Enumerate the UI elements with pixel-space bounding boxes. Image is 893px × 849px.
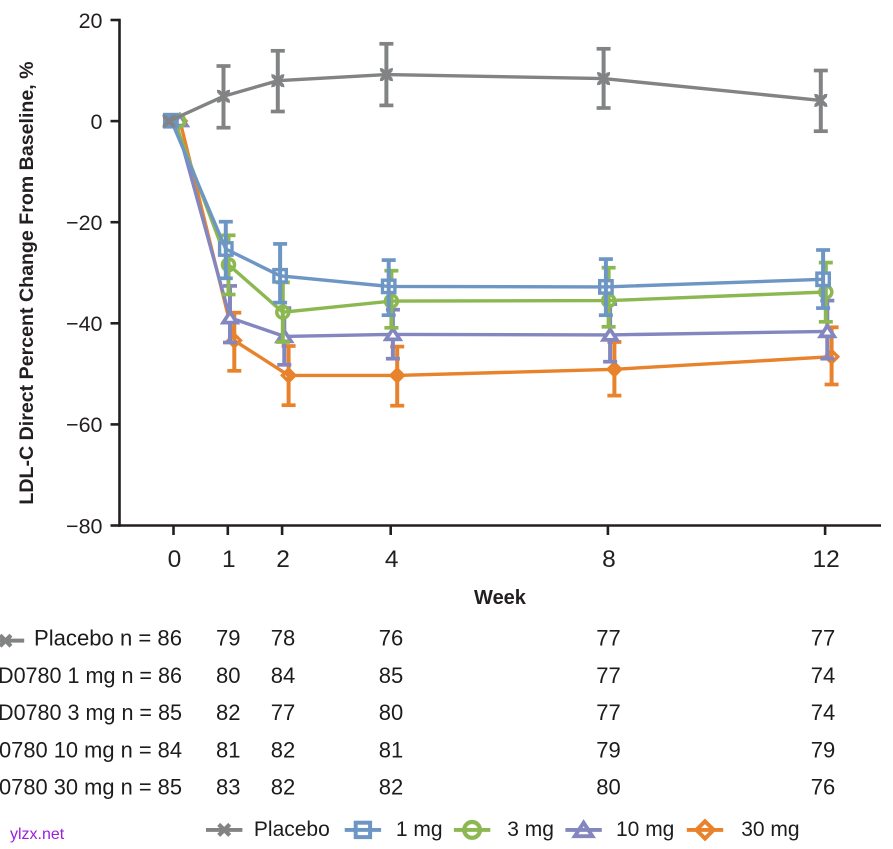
svg-text:74: 74 <box>811 700 835 725</box>
svg-text:10 mg: 10 mg <box>616 818 674 841</box>
svg-text:D0780 1 mg n = 86: D0780 1 mg n = 86 <box>0 663 182 688</box>
svg-text:−20: −20 <box>66 211 103 235</box>
svg-text:Week: Week <box>474 587 527 609</box>
svg-text:3 mg: 3 mg <box>507 818 554 841</box>
svg-text:77: 77 <box>596 700 620 725</box>
svg-text:82: 82 <box>216 700 240 725</box>
svg-text:79: 79 <box>811 737 835 762</box>
svg-text:4: 4 <box>385 546 399 573</box>
svg-text:20: 20 <box>79 9 103 33</box>
svg-text:0780 30 mg n = 85: 0780 30 mg n = 85 <box>0 775 182 800</box>
svg-text:1: 1 <box>222 546 236 573</box>
svg-text:8: 8 <box>602 546 616 573</box>
svg-text:80: 80 <box>596 775 620 800</box>
svg-text:74: 74 <box>811 663 835 688</box>
svg-text:LDL-C Direct Percent Change Fr: LDL-C Direct Percent Change From Baselin… <box>16 61 38 504</box>
svg-text:77: 77 <box>811 626 835 651</box>
svg-text:77: 77 <box>271 700 295 725</box>
svg-text:79: 79 <box>596 737 620 762</box>
svg-text:76: 76 <box>379 626 403 651</box>
svg-text:12: 12 <box>812 546 839 573</box>
svg-text:−80: −80 <box>66 514 103 538</box>
svg-text:82: 82 <box>271 737 295 762</box>
svg-text:−60: −60 <box>66 413 103 437</box>
svg-text:76: 76 <box>811 775 835 800</box>
svg-text:82: 82 <box>379 775 403 800</box>
svg-text:82: 82 <box>271 775 295 800</box>
svg-text:0780 10 mg n = 84: 0780 10 mg n = 84 <box>0 737 182 762</box>
svg-text:D0780 3 mg n = 85: D0780 3 mg n = 85 <box>0 700 182 725</box>
svg-text:1 mg: 1 mg <box>396 818 443 841</box>
svg-text:80: 80 <box>379 700 403 725</box>
svg-text:ylzx.net: ylzx.net <box>10 826 65 843</box>
svg-text:0: 0 <box>91 110 103 134</box>
svg-text:81: 81 <box>379 737 403 762</box>
svg-text:−40: −40 <box>66 312 103 336</box>
svg-text:79: 79 <box>216 626 240 651</box>
svg-text:80: 80 <box>216 663 240 688</box>
svg-text:84: 84 <box>271 663 295 688</box>
svg-text:30 mg: 30 mg <box>741 818 799 841</box>
svg-text:81: 81 <box>216 737 240 762</box>
svg-text:2: 2 <box>276 546 290 573</box>
svg-text:77: 77 <box>596 626 620 651</box>
svg-text:Placebo: Placebo <box>254 818 330 841</box>
svg-text:78: 78 <box>271 626 295 651</box>
svg-text:83: 83 <box>216 775 240 800</box>
svg-text:77: 77 <box>596 663 620 688</box>
svg-text:0: 0 <box>168 546 182 573</box>
svg-text:Placebo n = 86: Placebo n = 86 <box>34 626 182 651</box>
svg-text:85: 85 <box>379 663 403 688</box>
